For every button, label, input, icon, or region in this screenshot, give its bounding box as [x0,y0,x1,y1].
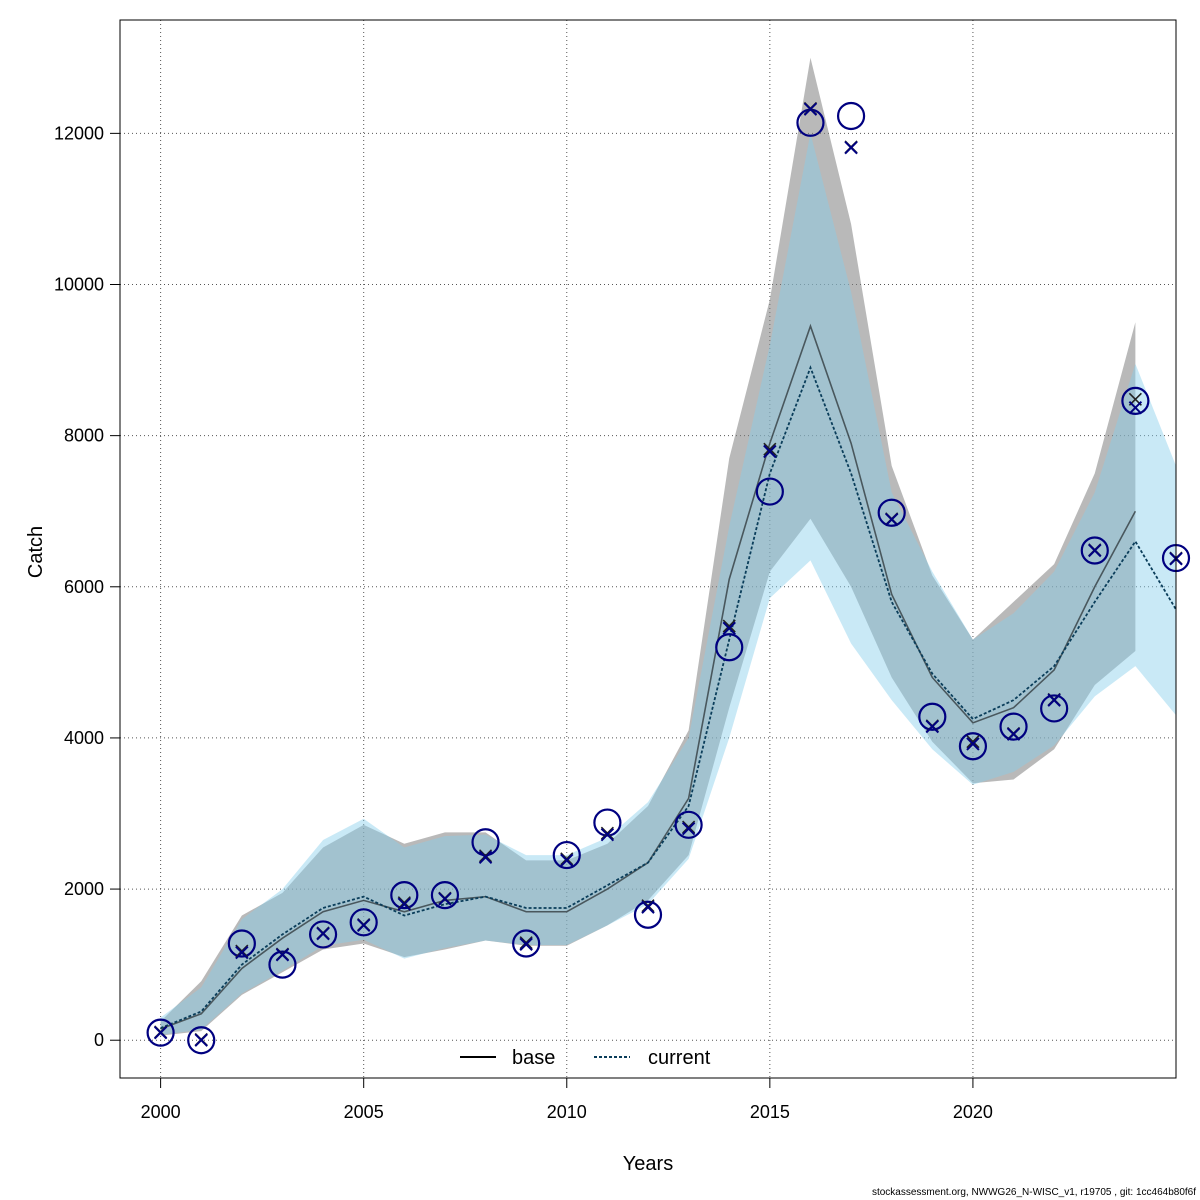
y-axis-title: Catch [25,526,47,578]
x-axis: 2000 2005 2010 2015 2020 [141,1077,993,1122]
observed-point [633,900,663,929]
predicted-point-current [519,937,533,951]
y-tick-label: 4000 [64,728,104,748]
predicted-point-current [763,444,777,459]
predicted-point-current [681,821,696,836]
predicted-point-current [397,897,412,911]
legend: base current [460,1047,711,1069]
observed-point [999,712,1028,741]
confidence-band-current [160,133,1176,1035]
predicted-point-current [884,512,899,527]
predicted-point-base [519,936,533,950]
observed-point [958,732,988,761]
predicted-point-current [1006,727,1021,741]
predicted-point-base [478,849,493,863]
predicted-point-base [682,820,696,834]
predicted-point-base [966,735,980,749]
axes: 2000 2005 2010 2015 2020 0 2000 4000 6000 8000 100… [54,123,993,1122]
predicted-point-current [275,948,290,962]
observed-point [1040,694,1069,723]
predicted-point-current [1047,693,1061,707]
predicted-point-current [641,900,655,914]
predicted-point-current [235,945,249,960]
observed-point [674,810,703,839]
predicted-point-current [1088,543,1102,558]
predicted-point-current [803,102,818,116]
legend-label-current: current [648,1047,711,1069]
observed-point [268,950,297,979]
confidence-bands [160,57,1176,1036]
predicted-point-base [397,896,411,910]
series-lines [160,323,1176,1030]
predicted-point-current [356,918,371,933]
predicted-point-base [600,826,614,840]
predicted-point-current [194,1033,208,1047]
series-line-current [160,365,1176,1029]
y-tick-label: 12000 [54,123,104,143]
x-tick-label: 2000 [141,1102,181,1122]
predicted-point-base [235,944,249,958]
predicted-point-base [722,619,736,633]
data-markers [146,101,1191,1055]
predicted-point-base [763,442,777,456]
observed-point [836,101,866,131]
observed-point [390,881,419,910]
predicted-point-current [153,1025,168,1040]
predicted-point-current [1128,400,1143,415]
footer-source-text: stockassessment.org, NWWG26_N-WISC_v1, r… [872,1187,1196,1198]
observed-point [146,1018,175,1047]
predicted-point-base [560,852,574,866]
y-tick-label: 6000 [64,577,104,597]
observed-point [1121,386,1150,415]
confidence-band-base [160,57,1136,1036]
predicted-point-current [722,621,736,636]
observed-point [715,633,744,662]
predicted-point-current [925,719,940,734]
y-tick-label: 10000 [54,275,104,295]
y-tick-label: 8000 [64,426,104,446]
predicted-point-current [844,141,858,155]
predicted-point-current [438,892,452,906]
x-tick-label: 2020 [953,1102,993,1122]
legend-label-base: base [512,1047,555,1069]
x-tick-label: 2010 [547,1102,587,1122]
predicted-point-current [600,827,615,842]
observed-point [1080,536,1109,565]
observed-point [187,1026,216,1055]
observed-point [227,929,256,958]
x-tick-label: 2015 [750,1102,790,1122]
observed-point [349,908,378,937]
y-tick-label: 2000 [64,879,104,899]
observed-point [430,881,460,910]
predicted-point-base [641,899,655,913]
x-axis-title: Years [623,1153,673,1175]
predicted-point-current [560,853,574,868]
x-tick-label: 2005 [344,1102,384,1122]
observed-point [308,920,338,949]
observed-point [552,840,581,870]
observed-point [877,498,906,527]
observed-point [755,477,784,506]
predicted-point-current [478,850,493,865]
y-tick-label: 0 [94,1030,104,1050]
observed-point [512,929,541,958]
predicted-point-current [966,737,980,751]
predicted-point-current [316,926,330,941]
observed-point [918,702,947,731]
y-axis: 0 2000 4000 6000 8000 10000 12000 [54,123,120,1050]
